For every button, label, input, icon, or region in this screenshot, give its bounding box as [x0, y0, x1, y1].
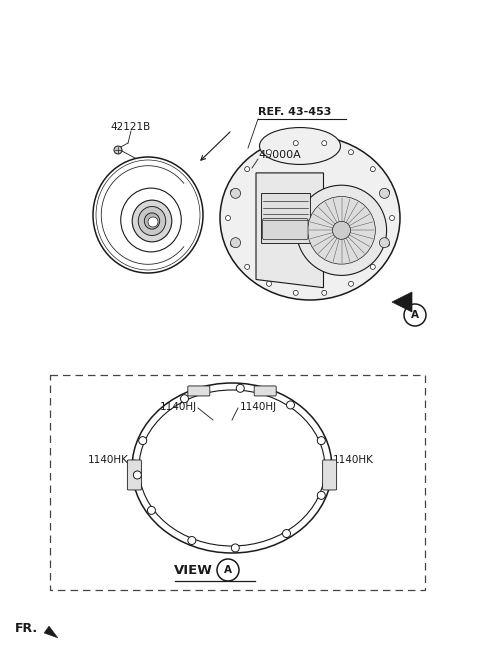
Text: 1140HK: 1140HK: [88, 455, 129, 465]
Circle shape: [226, 215, 230, 221]
Circle shape: [384, 189, 390, 195]
Circle shape: [230, 189, 240, 198]
Text: FR.: FR.: [15, 622, 38, 635]
Ellipse shape: [220, 136, 400, 300]
Circle shape: [147, 506, 156, 514]
Polygon shape: [44, 626, 58, 638]
Circle shape: [293, 141, 298, 145]
Circle shape: [333, 221, 350, 239]
Circle shape: [384, 242, 390, 246]
Text: 1140HK: 1140HK: [333, 455, 374, 465]
Circle shape: [379, 238, 389, 248]
Circle shape: [230, 189, 236, 195]
Circle shape: [180, 395, 189, 403]
Circle shape: [266, 281, 272, 286]
Circle shape: [389, 215, 395, 221]
Circle shape: [133, 471, 142, 479]
Circle shape: [348, 150, 353, 155]
Text: A: A: [411, 310, 419, 320]
Circle shape: [283, 529, 290, 538]
Text: 1140HJ: 1140HJ: [240, 402, 277, 412]
Circle shape: [287, 401, 295, 409]
Polygon shape: [256, 173, 324, 288]
Circle shape: [370, 265, 375, 269]
FancyBboxPatch shape: [263, 219, 308, 240]
Circle shape: [317, 491, 325, 499]
FancyBboxPatch shape: [188, 386, 210, 396]
Circle shape: [230, 242, 236, 246]
Ellipse shape: [144, 213, 160, 229]
Circle shape: [308, 196, 375, 264]
Circle shape: [370, 166, 375, 172]
Circle shape: [322, 290, 327, 295]
Ellipse shape: [138, 206, 166, 236]
Circle shape: [139, 437, 147, 445]
Circle shape: [293, 290, 298, 295]
Circle shape: [231, 544, 240, 552]
Circle shape: [230, 238, 240, 248]
Bar: [50, 375, 425, 590]
Text: 1140HJ: 1140HJ: [160, 402, 197, 412]
Text: REF. 43-453: REF. 43-453: [258, 107, 331, 117]
Polygon shape: [392, 292, 412, 312]
Circle shape: [245, 265, 250, 269]
Text: 42121B: 42121B: [111, 122, 151, 132]
Circle shape: [322, 141, 327, 145]
Circle shape: [148, 217, 158, 227]
Text: A: A: [224, 565, 232, 575]
Circle shape: [296, 185, 386, 275]
Circle shape: [245, 166, 250, 172]
FancyBboxPatch shape: [261, 193, 310, 242]
Ellipse shape: [132, 200, 172, 242]
Ellipse shape: [260, 128, 340, 164]
Circle shape: [188, 536, 196, 544]
Text: 45000A: 45000A: [258, 150, 301, 160]
Circle shape: [348, 281, 353, 286]
FancyBboxPatch shape: [323, 460, 336, 490]
Text: VIEW: VIEW: [174, 563, 213, 576]
Circle shape: [317, 437, 325, 445]
Circle shape: [114, 146, 122, 154]
FancyBboxPatch shape: [127, 460, 142, 490]
Circle shape: [236, 384, 244, 392]
Circle shape: [379, 189, 389, 198]
Circle shape: [266, 150, 272, 155]
FancyBboxPatch shape: [254, 386, 276, 396]
